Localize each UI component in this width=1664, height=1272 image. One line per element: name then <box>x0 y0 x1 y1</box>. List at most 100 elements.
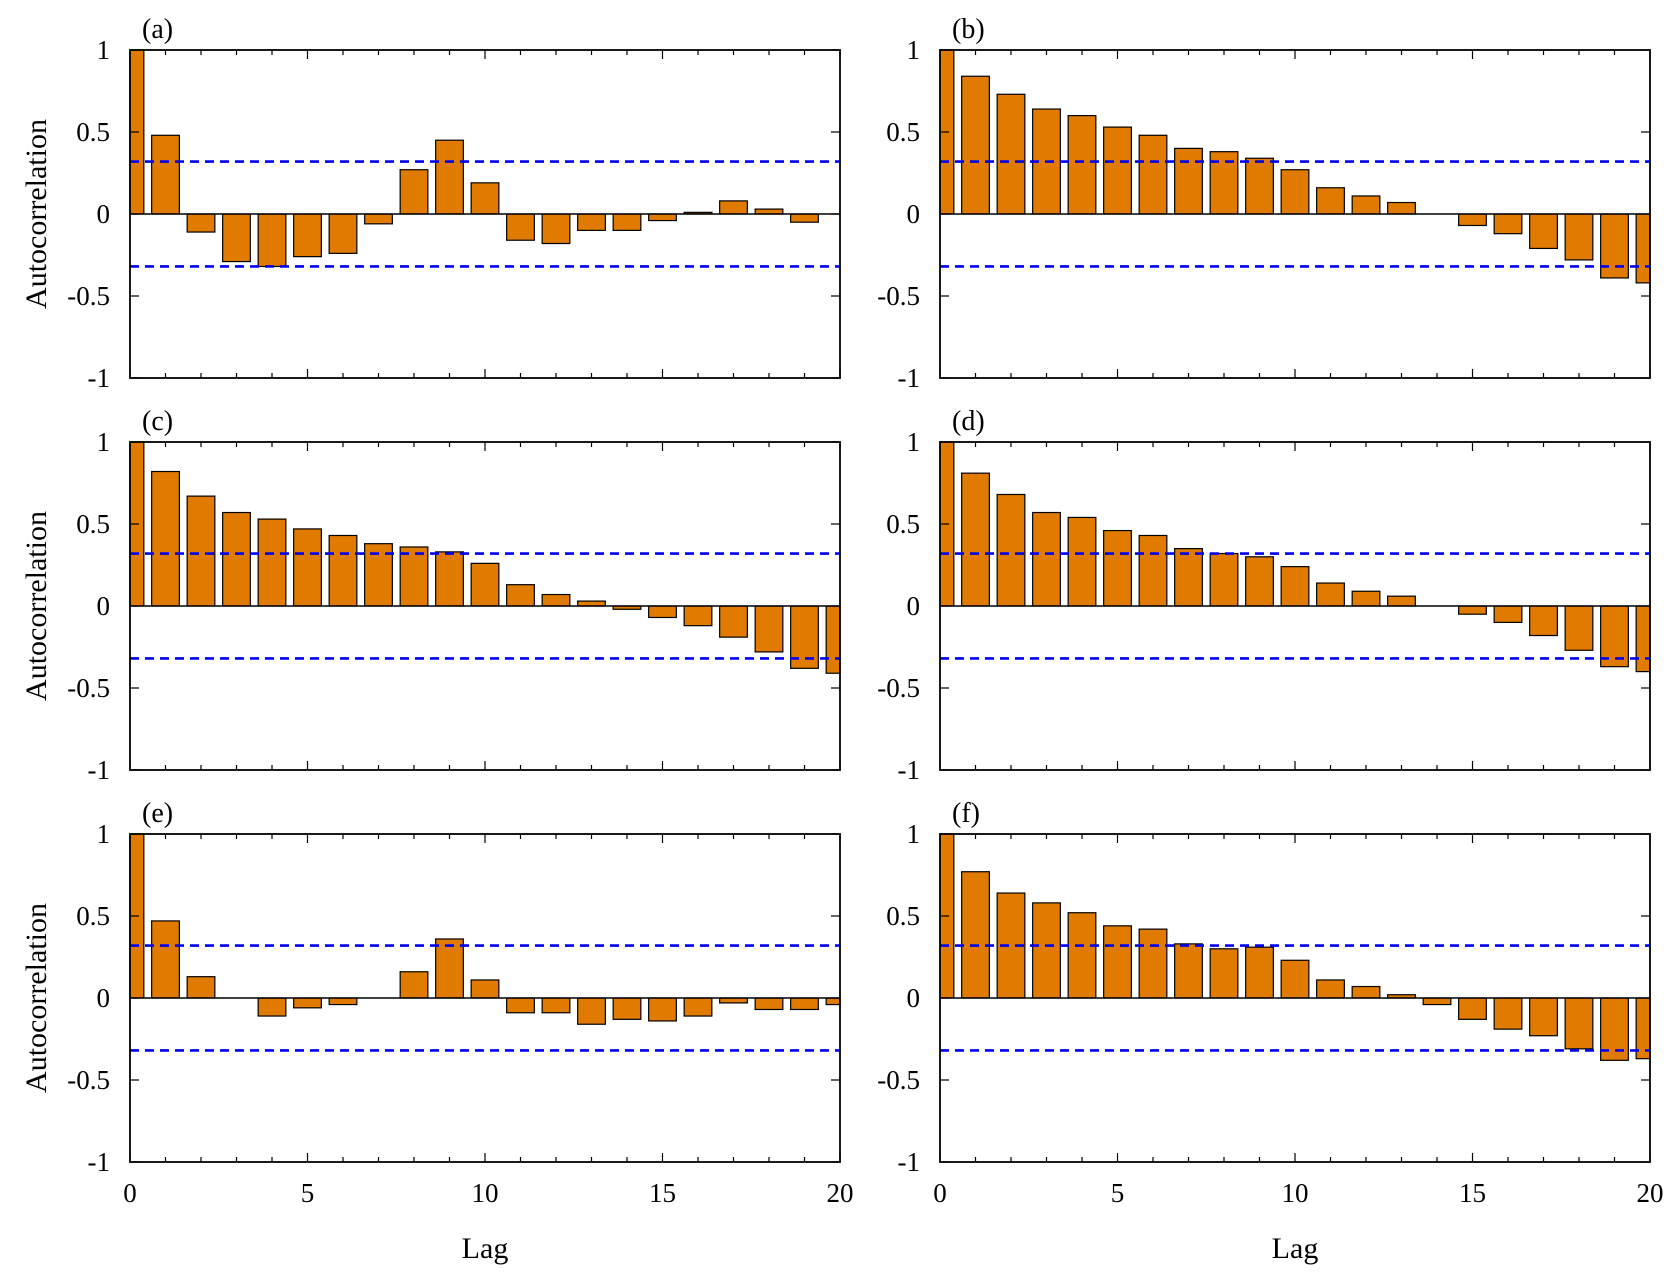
acf-bar <box>1209 552 1239 607</box>
acf-bar <box>1458 213 1487 227</box>
acf-bar <box>1280 169 1310 215</box>
y-tick-label: -1 <box>88 1147 111 1177</box>
acf-bar <box>257 997 287 1017</box>
acf-bar <box>1458 997 1487 1020</box>
acf-bar <box>1564 605 1594 651</box>
acf-bar <box>825 605 841 674</box>
acf-bar <box>541 213 571 245</box>
acf-bar <box>1529 213 1558 250</box>
y-tick-label: 0 <box>97 983 111 1013</box>
panel-label: (e) <box>142 798 173 829</box>
panel-label: (c) <box>142 406 173 437</box>
acf-bar <box>1600 213 1629 279</box>
y-tick-label: 0.5 <box>886 901 920 931</box>
x-tick-label: 15 <box>1459 1178 1486 1208</box>
acf-bar <box>328 213 358 254</box>
acf-bar <box>1138 134 1168 215</box>
acf-panel: 1 0.5 0 -0.5 -1 (a) Autocorrelation <box>20 14 841 393</box>
acf-bar <box>961 871 990 999</box>
x-tick-label: 15 <box>649 1178 676 1208</box>
acf-panel: 1 0.5 0 -0.5 -1 (d) <box>877 406 1651 785</box>
y-tick-label: 1 <box>907 35 921 65</box>
y-tick-label: 0.5 <box>76 117 110 147</box>
acf-bar <box>683 997 713 1017</box>
acf-bar <box>257 213 287 268</box>
acf-bar <box>541 593 571 607</box>
acf-bar <box>1564 997 1594 1050</box>
y-tick-label: 0 <box>907 199 921 229</box>
acf-bar <box>151 134 180 215</box>
y-tick-label: 1 <box>907 819 921 849</box>
acf-bar <box>1280 566 1310 607</box>
y-tick-label: 0 <box>97 591 111 621</box>
acf-bar <box>293 528 322 607</box>
acf-bar <box>506 213 535 241</box>
y-tick-label: -0.5 <box>877 281 920 311</box>
acf-bar <box>1174 547 1203 607</box>
x-tick-label: 0 <box>123 1178 137 1208</box>
acf-bar <box>1032 511 1061 607</box>
acf-panel: 1 0.5 0 -0.5 -1 (c) Autocorrelation <box>20 406 841 785</box>
x-axis-title: Lag <box>462 1232 509 1265</box>
acf-bar <box>1138 534 1168 607</box>
acf-bar <box>1351 590 1381 607</box>
acf-bar <box>577 997 606 1025</box>
acf-bar <box>1103 925 1132 999</box>
y-tick-label: 0.5 <box>886 117 920 147</box>
y-tick-label: -1 <box>898 363 921 393</box>
acf-bar <box>293 213 322 258</box>
acf-bar <box>293 997 322 1009</box>
acf-bar <box>719 605 748 638</box>
panel-label: (f) <box>952 798 980 829</box>
panel-label: (d) <box>952 406 985 437</box>
acf-bar <box>1103 529 1132 607</box>
acf-bar <box>222 213 251 263</box>
y-tick-label: -0.5 <box>877 1065 920 1095</box>
acf-bar <box>996 93 1026 215</box>
acf-bar <box>961 472 990 607</box>
x-tick-label: 5 <box>301 1178 315 1208</box>
acf-bar <box>612 997 642 1020</box>
acf-bar <box>1245 946 1274 999</box>
y-tick-label: -1 <box>898 1147 921 1177</box>
y-tick-label: 0.5 <box>886 509 920 539</box>
y-tick-label: 0 <box>907 983 921 1013</box>
acf-bar <box>435 551 464 607</box>
acf-bar <box>1529 997 1558 1037</box>
acf-bar <box>1458 605 1487 615</box>
acf-bar <box>754 605 784 653</box>
y-tick-label: 1 <box>97 427 111 457</box>
acf-bar <box>506 584 535 607</box>
acf-bar <box>1067 114 1097 215</box>
acf-bar <box>151 920 180 999</box>
acf-bar <box>648 213 677 222</box>
x-tick-label: 20 <box>1637 1178 1664 1208</box>
acf-bar <box>1387 595 1416 607</box>
x-axis-title: Lag <box>1272 1232 1319 1265</box>
acf-bar <box>435 139 464 215</box>
acf-bar <box>1245 556 1274 607</box>
acf-bar <box>470 182 500 215</box>
x-tick-label: 20 <box>827 1178 854 1208</box>
acf-bar <box>435 938 464 999</box>
acf-bar <box>186 495 216 607</box>
acf-bar <box>399 546 429 607</box>
acf-bar <box>470 562 500 607</box>
acf-bar <box>1067 912 1097 999</box>
acf-bar <box>719 200 748 215</box>
acf-bar <box>1493 213 1523 235</box>
panel-label: (b) <box>952 14 985 45</box>
acf-bar <box>1493 997 1523 1030</box>
y-tick-label: 1 <box>97 35 111 65</box>
acf-bar <box>648 997 677 1022</box>
acf-bar <box>364 213 393 225</box>
y-tick-label: -0.5 <box>67 1065 110 1095</box>
x-tick-label: 5 <box>1111 1178 1125 1208</box>
y-tick-label: -1 <box>88 363 111 393</box>
acf-bar <box>1316 582 1345 607</box>
x-tick-label: 10 <box>472 1178 499 1208</box>
acf-bar <box>399 169 429 215</box>
y-tick-label: -1 <box>898 755 921 785</box>
acf-bar <box>1493 605 1523 623</box>
y-tick-label: -0.5 <box>67 673 110 703</box>
